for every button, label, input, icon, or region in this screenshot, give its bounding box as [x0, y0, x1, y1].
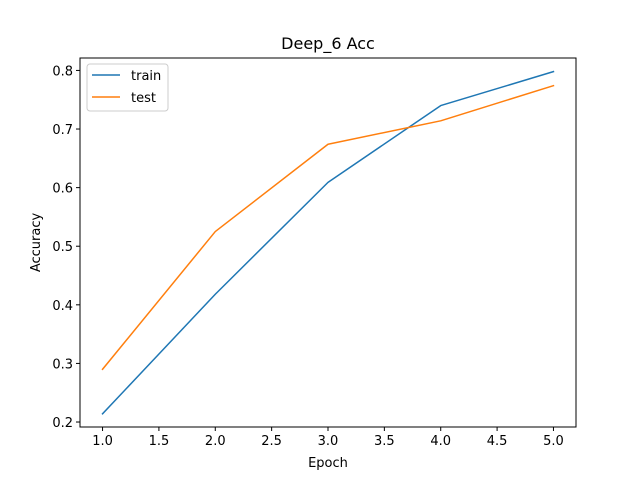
x-tick-label: 4.0	[430, 434, 451, 449]
plot-frame	[79, 57, 577, 428]
x-tick-label: 1.5	[149, 434, 170, 449]
y-tick-label: 0.8	[52, 64, 73, 79]
legend: train test	[86, 63, 169, 112]
legend-label-test: test	[131, 91, 156, 106]
x-tick-label: 5.0	[543, 434, 564, 449]
y-tick-label: 0.7	[52, 123, 73, 138]
series-line-train	[101, 70, 555, 415]
chart-title: Deep_6 Acc	[281, 34, 375, 54]
y-tick-label: 0.2	[52, 416, 73, 431]
x-tick-label: 2.0	[205, 434, 226, 449]
y-axis-label: Accuracy	[29, 213, 44, 273]
legend-label-train: train	[131, 69, 161, 84]
y-tick-label: 0.6	[52, 182, 73, 197]
y-axis-ticks: 0.2 0.3 0.4 0.5 0.6 0.7 0.8	[52, 64, 80, 431]
x-axis-label: Epoch	[308, 456, 348, 471]
series-line-test	[101, 84, 555, 371]
y-tick-label: 0.4	[52, 299, 73, 314]
x-tick-label: 2.5	[261, 434, 282, 449]
x-tick-label: 4.5	[487, 434, 508, 449]
y-tick-label: 0.3	[52, 357, 73, 372]
x-tick-label: 3.0	[318, 434, 339, 449]
x-axis-ticks: 1.0 1.5 2.0 2.5 3.0 3.5 4.0 4.5 5.0	[92, 427, 564, 449]
x-tick-label: 1.0	[92, 434, 113, 449]
x-tick-label: 3.5	[374, 434, 395, 449]
series-lines	[101, 70, 555, 415]
y-tick-label: 0.5	[52, 240, 73, 255]
